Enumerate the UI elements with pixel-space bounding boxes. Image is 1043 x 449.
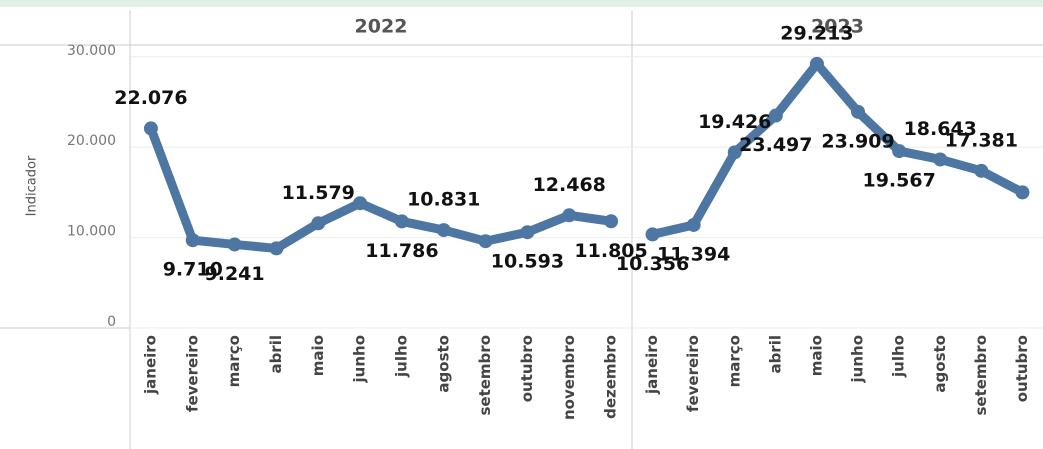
x-tick-label: agosto (931, 335, 949, 393)
point (727, 145, 742, 160)
data-label: 22.076 (114, 87, 187, 109)
data-label: 11.394 (657, 243, 730, 265)
point (562, 208, 577, 223)
y-tick-label: 10.000 (67, 224, 116, 240)
x-tick-label: fevereiro (684, 335, 702, 412)
point (974, 163, 989, 178)
point (269, 241, 284, 256)
point (436, 223, 451, 238)
line (146, 123, 616, 253)
point (394, 214, 409, 229)
x-tick-label: agosto (434, 335, 452, 393)
line (648, 59, 1027, 239)
data-label: 11.786 (365, 240, 438, 262)
x-tick-label: novembro (560, 335, 578, 420)
x-tick-label: setembro (972, 335, 990, 416)
data-label: 18.643 (904, 118, 977, 140)
x-tick-label: fevereiro (183, 335, 201, 412)
point (311, 216, 326, 231)
point (478, 234, 493, 249)
data-label: 9.710 (163, 259, 223, 281)
data-label: 19.567 (862, 170, 935, 192)
point (520, 225, 535, 240)
x-tick-label: julho (890, 335, 908, 378)
data-label: 23.497 (739, 134, 812, 156)
point (892, 144, 907, 159)
y-tick-label: 0 (107, 314, 116, 330)
data-label: 11.805 (574, 240, 647, 262)
x-tick-label: março (725, 335, 743, 387)
point (809, 56, 824, 71)
x-tick-label: outubro (518, 335, 536, 402)
data-label: 9.241 (205, 263, 265, 285)
point (143, 121, 158, 136)
point (185, 233, 200, 248)
x-tick-label: outubro (1013, 335, 1031, 402)
x-tick-label: janeiro (141, 335, 159, 395)
point (1015, 185, 1030, 200)
x-tick-label: julho (392, 335, 410, 378)
y-tick-label: 30.000 (67, 43, 116, 59)
x-tick-label: abril (267, 335, 285, 374)
point (933, 152, 948, 167)
data-label: 29.213 (780, 22, 853, 44)
top-band (0, 0, 1043, 7)
x-tick-label: dezembro (602, 335, 620, 419)
point (851, 104, 866, 119)
point (686, 217, 701, 232)
data-label: 10.356 (616, 253, 689, 275)
point (768, 108, 783, 123)
data-label: 19.426 (698, 111, 771, 133)
data-label: 10.593 (491, 251, 564, 273)
x-tick-label: setembro (476, 335, 494, 416)
point (353, 196, 368, 211)
x-tick-label: abril (766, 335, 784, 374)
x-tick-label: maio (309, 335, 327, 376)
data-label: 10.831 (407, 189, 480, 211)
x-tick-label: março (225, 335, 243, 387)
y-axis-title: Indicador (25, 155, 40, 216)
y-tick-label: 20.000 (67, 133, 116, 149)
x-tick-label: maio (807, 335, 825, 376)
x-tick-label: junho (351, 335, 369, 383)
panel-title: 2023 (811, 16, 864, 38)
data-label: 12.468 (533, 174, 606, 196)
x-tick-label: janeiro (643, 335, 661, 395)
data-label: 23.909 (821, 130, 894, 152)
point (227, 237, 242, 252)
point (645, 227, 660, 242)
point (604, 214, 619, 229)
data-label: 11.579 (282, 182, 355, 204)
panel-title: 2022 (355, 16, 408, 38)
data-label: 17.381 (945, 129, 1018, 151)
x-tick-label: junho (849, 335, 867, 383)
